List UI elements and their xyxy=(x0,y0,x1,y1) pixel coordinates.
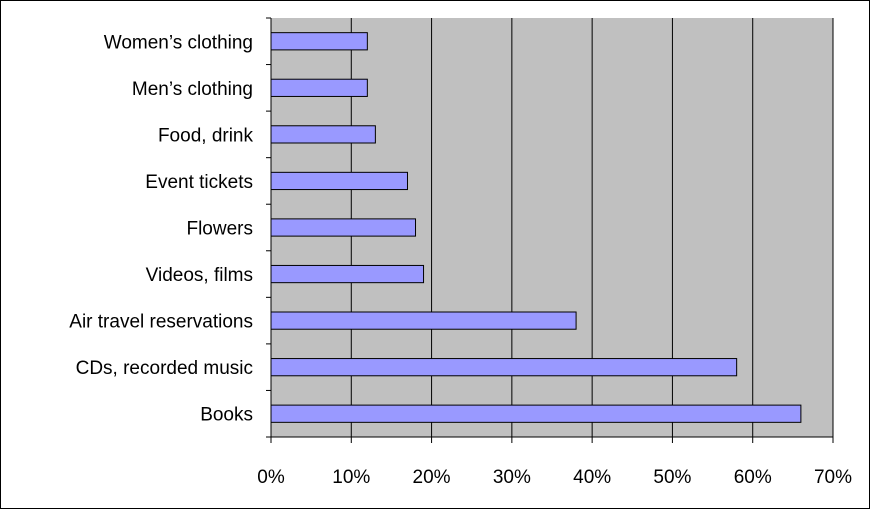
x-axis xyxy=(270,436,834,443)
category-label: Books xyxy=(200,405,253,426)
bar-3 xyxy=(270,171,408,191)
category-label: Men’s clothing xyxy=(132,79,253,100)
bar-8 xyxy=(270,404,802,423)
y-axis xyxy=(266,17,272,438)
category-label: Air travel reservations xyxy=(69,312,253,333)
category-label: Flowers xyxy=(186,219,253,240)
bar-7 xyxy=(270,358,738,377)
bar-0 xyxy=(270,32,368,51)
category-label: CDs, recorded music xyxy=(76,358,253,379)
bar-2 xyxy=(270,125,376,144)
category-label: Videos, films xyxy=(146,265,253,286)
category-labels: Women’s clothing Men’s clothing Food, drin… xyxy=(69,32,253,425)
x-tick-label: 30% xyxy=(493,467,531,488)
x-tick-label: 40% xyxy=(573,467,611,488)
x-tick-label: 70% xyxy=(814,467,852,488)
x-tick-label: 0% xyxy=(257,467,285,488)
x-tick-label: 50% xyxy=(653,467,691,488)
bar-4 xyxy=(270,218,417,237)
x-tick-labels: 0% 10% 20% 30% 40% 50% 60% 70% xyxy=(257,467,852,488)
bar-5 xyxy=(270,264,425,284)
category-label: Women’s clothing xyxy=(104,32,253,53)
category-label: Food, drink xyxy=(158,125,254,146)
x-tick-label: 10% xyxy=(332,467,370,488)
bars xyxy=(270,32,802,423)
x-tick-label: 60% xyxy=(734,467,772,488)
bar-6 xyxy=(270,311,577,330)
category-label: Event tickets xyxy=(145,172,253,193)
x-tick-label: 20% xyxy=(413,467,451,488)
bar-1 xyxy=(270,78,368,97)
